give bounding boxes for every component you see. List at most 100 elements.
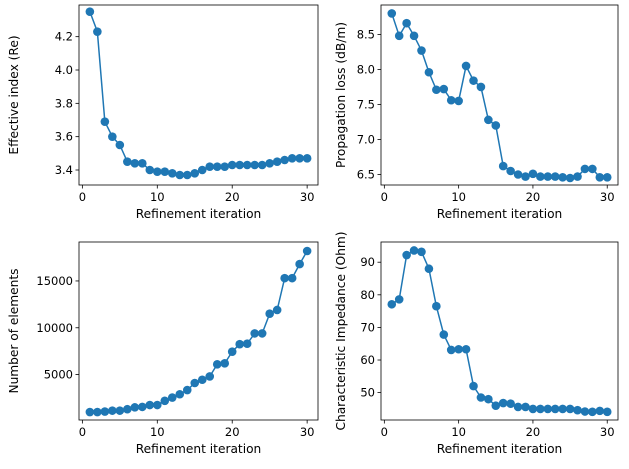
data-point — [454, 96, 463, 106]
data-point — [272, 305, 282, 315]
data-point — [387, 299, 397, 309]
subplot-1: 0 10 20 30 3.4 3.6 3.8 4.0 4.2 Refinement iterati… — [7, 4, 319, 221]
data-point — [100, 117, 110, 126]
data-point — [521, 402, 530, 412]
data-point — [295, 154, 304, 163]
x-tick-label: 30 — [300, 425, 315, 439]
data-point — [573, 405, 582, 415]
data-point — [287, 273, 297, 283]
data-point — [197, 375, 207, 385]
data-point — [212, 162, 222, 171]
data-point — [432, 85, 441, 95]
data-point — [145, 165, 155, 175]
data-point — [580, 407, 590, 416]
y-tick-label: 90 — [360, 255, 375, 269]
axes-frame — [78, 4, 319, 186]
data-point — [424, 67, 434, 77]
data-point — [394, 295, 404, 304]
data-point — [394, 31, 404, 41]
data-point — [145, 400, 155, 410]
data-point — [536, 172, 545, 181]
data-point — [265, 309, 274, 319]
y-axis-label: Effective index (Re) — [7, 35, 21, 154]
x-tick-label: 30 — [300, 190, 315, 204]
data-point — [595, 406, 605, 416]
data-point — [558, 404, 567, 414]
data-point — [484, 115, 493, 125]
subplot-3: 0 10 20 30 5000 10000 15000 Refinement iteratio… — [7, 241, 319, 456]
data-point — [439, 84, 449, 94]
series-line — [89, 250, 308, 413]
data-point — [287, 154, 297, 163]
data-point — [602, 173, 612, 182]
data-point — [302, 246, 312, 256]
y-tick-label: 4.2 — [55, 30, 73, 44]
data-point — [528, 169, 538, 179]
y-tick-label: 4.0 — [55, 63, 73, 77]
data-point — [439, 330, 449, 339]
data-point — [160, 167, 170, 176]
y-tick-label: 7.0 — [357, 132, 375, 146]
y-axis-label: Propagation loss (dB/m) — [334, 22, 348, 168]
data-point — [123, 157, 132, 166]
x-tick-label: 20 — [225, 425, 240, 439]
data-point — [550, 404, 560, 414]
data-point — [152, 167, 162, 176]
data-point — [123, 404, 132, 414]
data-point — [190, 378, 200, 388]
data-point — [528, 404, 538, 414]
data-point — [550, 172, 560, 181]
data-point — [220, 359, 230, 368]
data-point — [521, 172, 530, 181]
y-tick-label: 80 — [360, 288, 375, 302]
data-point — [417, 46, 426, 55]
data-point — [205, 372, 215, 381]
data-point — [580, 164, 590, 174]
data-point — [138, 402, 147, 412]
y-tick-label: 10000 — [36, 321, 73, 335]
x-tick-label: 30 — [600, 425, 615, 439]
data-point — [573, 172, 582, 181]
data-point — [280, 273, 289, 283]
series-line — [391, 13, 608, 179]
data-point — [461, 61, 471, 71]
data-point — [167, 393, 177, 402]
data-point — [536, 404, 545, 414]
data-point — [543, 172, 553, 181]
series-line — [89, 11, 308, 176]
x-tick-label: 30 — [600, 190, 615, 204]
y-tick-label: 7.5 — [357, 97, 375, 111]
data-point — [476, 82, 486, 92]
data-point — [220, 162, 230, 171]
y-tick-label: 50 — [360, 386, 375, 400]
data-point — [491, 401, 501, 410]
x-tick-label: 0 — [381, 425, 388, 439]
y-tick-label: 70 — [360, 320, 375, 334]
data-point — [432, 301, 441, 311]
data-point — [93, 407, 102, 417]
data-point — [257, 160, 267, 170]
x-tick-label: 20 — [526, 190, 541, 204]
y-tick-label: 60 — [360, 353, 375, 367]
y-tick-label: 3.8 — [55, 96, 73, 110]
data-point — [484, 394, 493, 404]
data-point — [491, 121, 501, 130]
data-point — [257, 329, 267, 338]
data-point — [167, 169, 177, 178]
data-point — [250, 160, 259, 170]
subplot-2: 0 10 20 30 6.5 7.0 7.5 8.0 8.5 Refinement iterati… — [334, 4, 619, 221]
data-point — [402, 250, 411, 260]
data-point — [588, 407, 597, 417]
data-point — [565, 173, 575, 183]
axes-frame — [380, 241, 619, 421]
data-point — [498, 398, 508, 408]
data-point — [424, 264, 434, 274]
x-tick-label: 0 — [79, 425, 86, 439]
data-point — [235, 339, 245, 349]
data-point — [85, 7, 95, 16]
data-point — [130, 159, 140, 168]
y-tick-label: 8.0 — [357, 62, 375, 76]
x-tick-label: 20 — [526, 425, 541, 439]
data-point — [242, 160, 252, 170]
data-point — [476, 393, 486, 402]
